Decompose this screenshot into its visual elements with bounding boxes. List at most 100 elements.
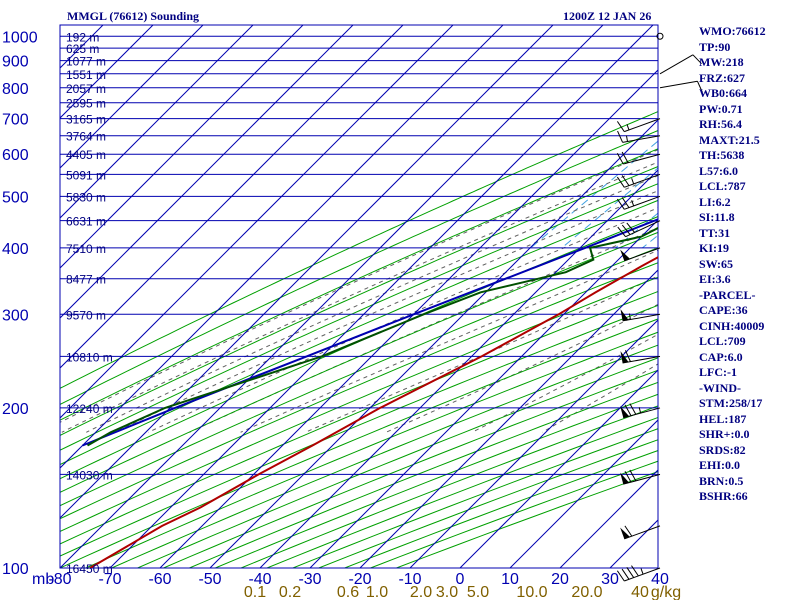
isotherm-line <box>60 25 154 119</box>
mixing-ratio-label: 0.2 <box>279 584 301 600</box>
mixing-ratio-label: 2.0 <box>410 584 432 600</box>
wind-barb <box>617 130 661 143</box>
mixing-ratio-label: 0.1 <box>244 584 266 600</box>
moist-adiabat-line <box>114 190 658 433</box>
calm-circle <box>656 32 664 40</box>
height-label: 9570 m <box>66 308 106 322</box>
barb-staff <box>623 473 661 485</box>
wind-barb <box>620 525 661 540</box>
stat-item: STM:258/17 <box>699 396 763 410</box>
moist-adiabat-line <box>148 207 658 433</box>
isotherm-line <box>409 319 658 568</box>
pressure-tick-label: 1000 <box>2 29 38 46</box>
stat-item: SHR+:0.0 <box>699 427 750 441</box>
dry-adiabat-line <box>60 276 658 532</box>
isotherm-line <box>559 469 658 568</box>
stat-item: SW:65 <box>699 256 734 271</box>
stat-item: LCL:709 <box>699 334 746 348</box>
height-label: 1551 m <box>66 68 106 82</box>
barb-staff <box>659 80 698 89</box>
barb-staff <box>624 173 661 188</box>
barb-half <box>625 135 628 142</box>
barb-full <box>624 471 632 483</box>
chart-time: 1200Z 12 JAN 26 <box>563 9 652 23</box>
isotherm-line <box>60 25 304 269</box>
height-label: 8477 m <box>66 273 106 287</box>
mixing-ratio-label: 3.0 <box>436 584 458 600</box>
barb-staff <box>624 525 661 540</box>
wind-barbs <box>616 32 703 582</box>
stat-item: MAXT:21.5 <box>699 132 760 147</box>
barb-full <box>621 197 630 208</box>
barb-full <box>621 568 630 580</box>
temperature-tick-label: -50 <box>198 571 221 588</box>
mixing-ratio-lines <box>530 140 658 249</box>
height-label: 16450 m <box>66 562 113 576</box>
barb-full <box>624 350 631 362</box>
pressure-tick-label: 400 <box>2 241 29 258</box>
temperature-tick-label: 10 <box>501 571 519 588</box>
dry-adiabat-line <box>60 111 658 389</box>
stat-item: BSHR:66 <box>699 489 748 503</box>
dry-adiabat-line <box>60 262 658 520</box>
barb-staff <box>625 220 661 238</box>
dry-adiabat-line <box>60 166 658 436</box>
height-label: 2595 m <box>66 97 106 111</box>
dry-adiabat-line <box>60 304 658 557</box>
temperature-tick-label: 0 <box>456 571 465 588</box>
height-label: 5091 m <box>66 168 106 182</box>
stat-item: CAPE:36 <box>699 303 748 317</box>
stat-item: LI:6.2 <box>699 194 731 209</box>
temperature-tick-label: 20 <box>551 571 569 588</box>
dry-adiabat-line <box>60 148 658 421</box>
barb-full <box>631 565 639 577</box>
isotherm-line <box>60 25 254 219</box>
height-label: 3764 m <box>66 130 106 144</box>
temperature-tick-label: -20 <box>348 571 371 588</box>
stat-item: TP:90 <box>699 39 731 54</box>
stat-item: KI:19 <box>699 241 729 255</box>
wind-barb <box>659 54 702 75</box>
wind-barb <box>616 195 661 210</box>
mixing-ratio-label: 10.0 <box>516 584 547 600</box>
barb-flag <box>620 309 629 321</box>
mixing-ratio-line <box>561 167 658 249</box>
temperature-tick-label: -40 <box>248 571 271 588</box>
stat-item: SI:11.8 <box>699 210 735 224</box>
dry-adiabat-line <box>85 331 658 568</box>
height-label: 7510 m <box>66 242 106 256</box>
moist-adiabat-line <box>61 161 658 433</box>
isotherm-line <box>309 219 658 568</box>
stat-item: BRN:0.5 <box>699 473 744 488</box>
isotherm-line <box>509 419 658 568</box>
stats-panel: WMO:76612 TP:90 MW:218 FRZ:627 WB0:664 PW:0.7… <box>699 24 766 505</box>
wind-barb <box>616 565 661 582</box>
barb-staff <box>622 355 661 364</box>
wind-barb <box>616 173 661 188</box>
dry-adiabat-line <box>60 129 658 406</box>
barb-half <box>631 178 635 185</box>
chart-title: MMGL (76612) Sounding <box>67 9 200 23</box>
stat-item: WB0:664 <box>699 86 747 100</box>
height-label: 10810 m <box>66 350 113 364</box>
wind-barb <box>620 309 661 322</box>
barb-flag <box>620 249 630 261</box>
height-label: 625 m <box>66 42 99 56</box>
barb-staff <box>623 407 661 419</box>
stat-item: CAP:6.0 <box>699 349 743 364</box>
barb-full <box>692 54 702 65</box>
barb-full <box>617 130 624 143</box>
isotherm-line <box>60 25 404 369</box>
temperature-trace <box>89 256 658 568</box>
dry-adiabat-line <box>111 344 658 568</box>
moist-adiabat-line <box>305 275 658 433</box>
barb-staff <box>623 153 661 165</box>
stat-item: TT:31 <box>699 225 731 240</box>
wind-barb <box>620 403 661 419</box>
mixing-ratio-label: g/kg <box>651 584 681 600</box>
height-label: 6631 m <box>66 215 106 229</box>
dry-adiabat-line <box>60 199 658 466</box>
mixing-ratio-label: 40 <box>631 584 649 600</box>
